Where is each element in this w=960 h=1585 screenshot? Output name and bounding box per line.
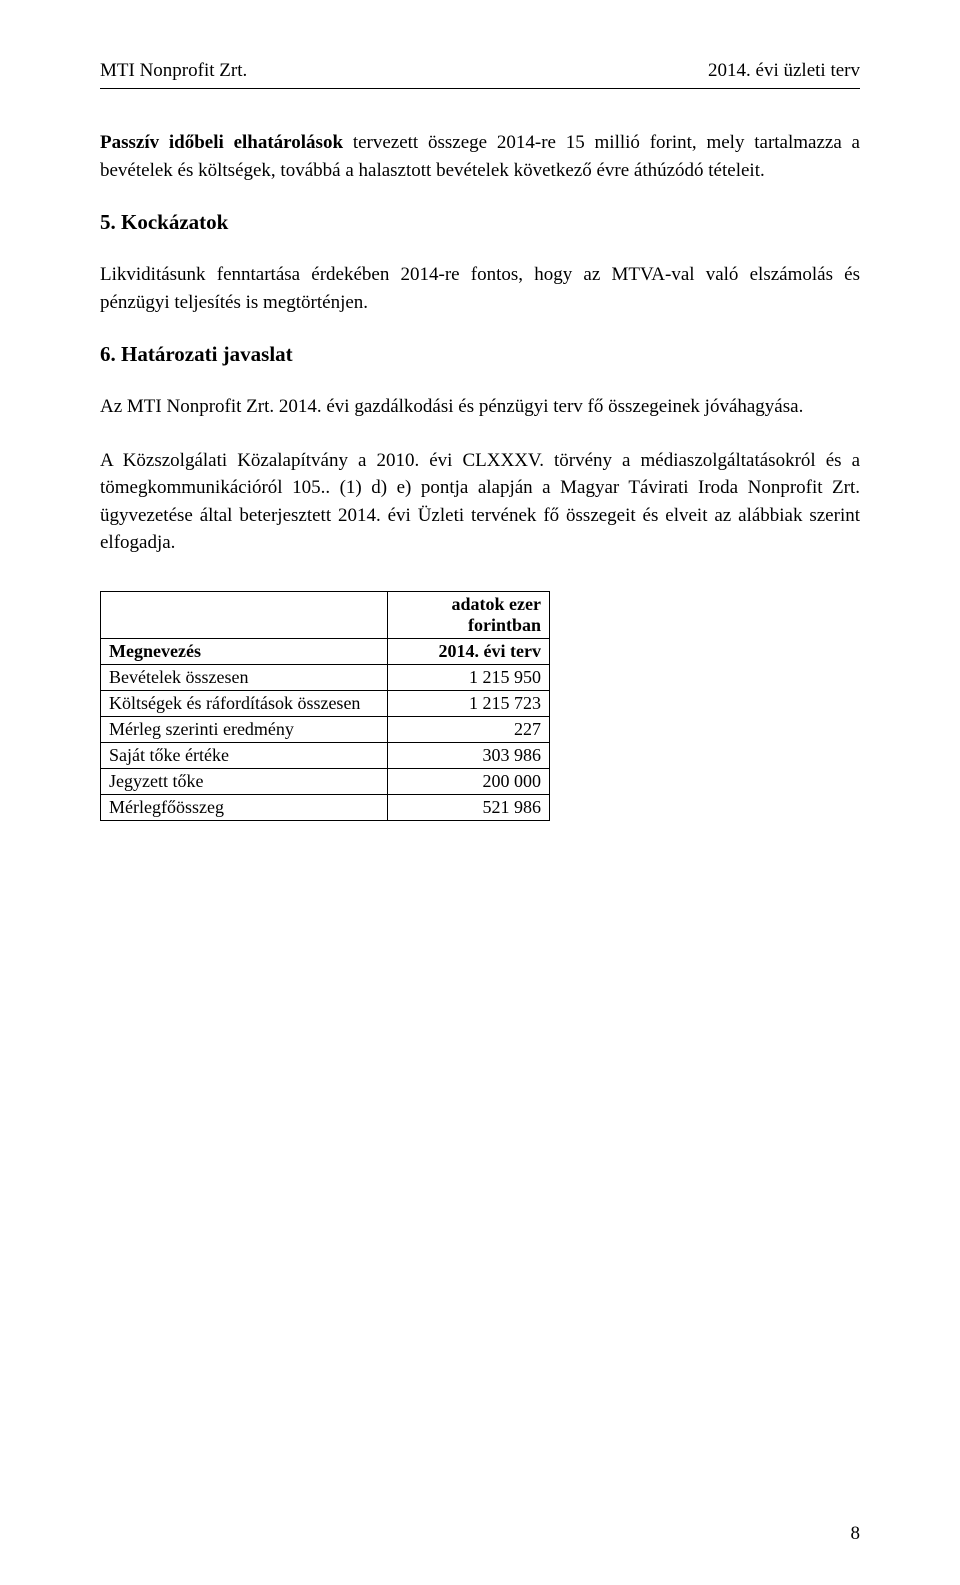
table-cell-label: Mérlegfőösszeg: [101, 794, 388, 820]
table-header-units: adatok ezer forintban: [388, 591, 550, 638]
table-header-row-top: adatok ezer forintban: [101, 591, 550, 638]
table-cell-label: Bevételek összesen: [101, 664, 388, 690]
table-value-header: 2014. évi terv: [388, 638, 550, 664]
header-right: 2014. évi üzleti terv: [708, 60, 860, 82]
paragraph-3: Az MTI Nonprofit Zrt. 2014. évi gazdálko…: [100, 393, 860, 421]
table-header-empty: [101, 591, 388, 638]
paragraph-4: A Közszolgálati Közalapítvány a 2010. év…: [100, 447, 860, 557]
table-label-header: Megnevezés: [101, 638, 388, 664]
header-underline: [100, 88, 860, 89]
table-cell-value: 200 000: [388, 768, 550, 794]
page-header: MTI Nonprofit Zrt. 2014. évi üzleti terv: [100, 60, 860, 82]
paragraph-1: Passzív időbeli elhatárolások tervezett …: [100, 129, 860, 184]
table-row: Saját tőke értéke 303 986: [101, 742, 550, 768]
table-cell-value: 521 986: [388, 794, 550, 820]
table-row: Bevételek összesen 1 215 950: [101, 664, 550, 690]
table-cell-label: Mérleg szerinti eredmény: [101, 716, 388, 742]
table-header-row: Megnevezés 2014. évi terv: [101, 638, 550, 664]
table-row: Mérlegfőösszeg 521 986: [101, 794, 550, 820]
section-6-heading: 6. Határozati javaslat: [100, 342, 860, 367]
summary-table: adatok ezer forintban Megnevezés 2014. é…: [100, 591, 550, 821]
table-cell-value: 1 215 950: [388, 664, 550, 690]
table-cell-value: 227: [388, 716, 550, 742]
document-page: MTI Nonprofit Zrt. 2014. évi üzleti terv…: [0, 0, 960, 1585]
table-cell-label: Jegyzett tőke: [101, 768, 388, 794]
section-5-heading: 5. Kockázatok: [100, 210, 860, 235]
table-row: Költségek és ráfordítások összesen 1 215…: [101, 690, 550, 716]
paragraph-1-bold-lead: Passzív időbeli elhatárolások: [100, 132, 343, 153]
table-row: Jegyzett tőke 200 000: [101, 768, 550, 794]
table-row: Mérleg szerinti eredmény 227: [101, 716, 550, 742]
page-number: 8: [851, 1523, 861, 1545]
table-cell-value: 303 986: [388, 742, 550, 768]
header-left: MTI Nonprofit Zrt.: [100, 60, 247, 82]
paragraph-2: Likviditásunk fenntartása érdekében 2014…: [100, 261, 860, 316]
table-cell-label: Saját tőke értéke: [101, 742, 388, 768]
table-cell-label: Költségek és ráfordítások összesen: [101, 690, 388, 716]
table-cell-value: 1 215 723: [388, 690, 550, 716]
